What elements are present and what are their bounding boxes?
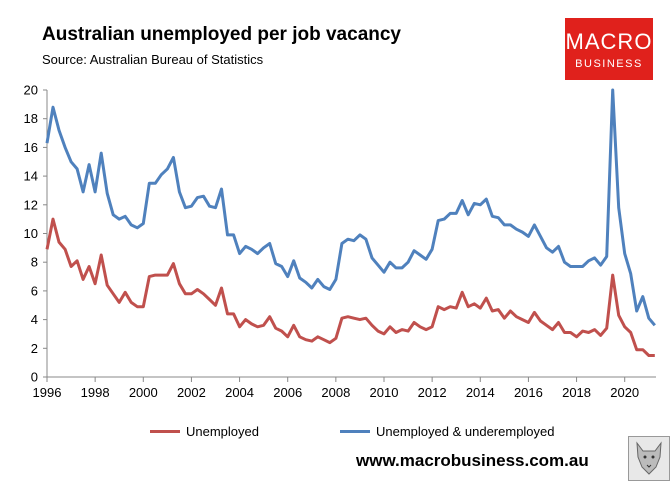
- legend-label-unemployed: Unemployed: [186, 424, 259, 439]
- legend-label-underemployed: Unemployed & underemployed: [376, 424, 555, 439]
- y-tick-label: 8: [31, 255, 38, 270]
- chart-subtitle: Source: Australian Bureau of Statistics: [42, 52, 264, 67]
- macrobusiness-logo: MACRO BUSINESS: [565, 18, 653, 80]
- x-tick-label: 2012: [418, 385, 447, 400]
- x-tick-label: 2006: [273, 385, 302, 400]
- x-tick-label: 2002: [177, 385, 206, 400]
- x-tick-label: 1998: [81, 385, 110, 400]
- x-tick-label: 2008: [321, 385, 350, 400]
- y-tick-label: 6: [31, 283, 38, 298]
- website-url[interactable]: www.macrobusiness.com.au: [356, 451, 589, 470]
- x-tick-label: 2000: [129, 385, 158, 400]
- y-tick-label: 20: [24, 83, 38, 98]
- y-tick-label: 4: [31, 312, 38, 327]
- x-tick-label: 2016: [514, 385, 543, 400]
- legend-swatch-underemployed: [340, 430, 370, 433]
- y-tick-label: 14: [24, 169, 38, 184]
- x-tick-label: 2010: [370, 385, 399, 400]
- legend-swatch-unemployed: [150, 430, 180, 433]
- legend-item-underemployed: Unemployed & underemployed: [340, 424, 555, 439]
- y-tick-label: 12: [24, 197, 38, 212]
- y-tick-label: 2: [31, 341, 38, 356]
- line-chart: 0 2 4 6 8 10 12 14 16 18 20 1996 1998 2000 2002 2004 200…: [24, 83, 656, 400]
- y-tick-label: 18: [24, 111, 38, 126]
- y-tick-label: 10: [24, 226, 38, 241]
- series-line-unemployed: [45, 217, 655, 357]
- x-tick-label: 1996: [33, 385, 62, 400]
- legend-item-unemployed: Unemployed: [150, 424, 259, 439]
- series-line-underemployed: [45, 88, 656, 327]
- y-tick-label: 0: [31, 370, 38, 385]
- y-tick-label: 16: [24, 140, 38, 155]
- x-tick-label: 2014: [466, 385, 495, 400]
- x-tick-label: 2020: [610, 385, 639, 400]
- logo-line-2: BUSINESS: [575, 58, 643, 70]
- x-tick-label: 2018: [562, 385, 591, 400]
- wolf-logo-icon: [628, 436, 670, 481]
- x-tick-label: 2004: [225, 385, 254, 400]
- chart-title: Australian unemployed per job vacancy: [42, 24, 401, 45]
- logo-line-1: MACRO: [565, 29, 653, 54]
